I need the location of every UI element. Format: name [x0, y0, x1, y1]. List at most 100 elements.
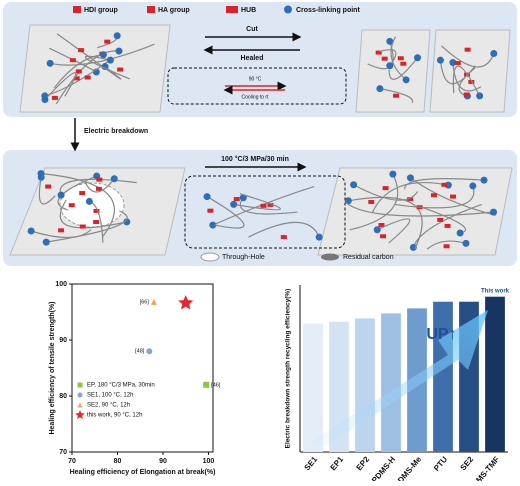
hdi-group — [75, 69, 82, 74]
legend-text: EP, 180 °C/3 MPa, 30min — [87, 383, 155, 389]
crosslink — [41, 95, 49, 103]
crosslink — [456, 229, 464, 237]
hdi-group — [79, 224, 86, 229]
hdi-group — [380, 234, 387, 239]
crosslink — [480, 176, 488, 184]
crosslink — [402, 76, 410, 84]
legend-marker — [77, 392, 83, 398]
crosslink — [469, 182, 477, 190]
crosslink — [113, 32, 121, 40]
crosslink — [27, 227, 35, 235]
carbon-icon — [321, 253, 339, 261]
legend-text: this work, 90 °C, 12h — [87, 413, 142, 419]
legend-marker — [77, 382, 83, 388]
plot-frame — [71, 283, 214, 453]
hdi-group — [407, 197, 414, 202]
point — [150, 298, 157, 305]
hdi-group — [104, 39, 111, 44]
hdi-group — [79, 191, 86, 196]
legend-marker — [77, 402, 83, 408]
chain — [233, 193, 281, 211]
reaction-box — [167, 67, 347, 105]
hdi-group — [78, 48, 85, 53]
x-tick-label: 80 — [114, 458, 122, 465]
hdi-group — [437, 217, 444, 222]
cut-label: Cut — [246, 26, 258, 33]
chain — [353, 184, 419, 201]
crosslink — [110, 175, 118, 183]
hub-icon — [226, 6, 238, 13]
x-tick-label: 70 — [68, 458, 76, 465]
crosslink — [315, 233, 323, 241]
hole-icon — [200, 252, 220, 262]
chain — [348, 196, 423, 250]
y-tick-label: 70 — [59, 449, 67, 456]
hdi-group — [96, 177, 103, 182]
legend-icons — [73, 5, 292, 14]
crosslink-icon — [284, 5, 292, 14]
crosslink — [42, 238, 50, 246]
annotation: [66] — [140, 299, 150, 305]
y-tick-label: 90 — [59, 337, 67, 344]
chain — [56, 33, 122, 80]
annotation: [46] — [211, 382, 221, 388]
hdi-group — [51, 95, 58, 100]
chain — [84, 55, 131, 80]
hdi-group — [382, 186, 389, 191]
chain — [53, 54, 104, 89]
hdi-group — [68, 203, 75, 208]
film — [355, 29, 431, 113]
hdi-group — [450, 194, 457, 199]
highlight-label: This work — [481, 288, 510, 294]
chain — [441, 45, 495, 68]
legend-text: Cross-linking point — [296, 7, 360, 14]
bar — [355, 318, 375, 452]
crosslink — [115, 47, 123, 55]
mechanism-box — [184, 175, 346, 249]
hdi-group — [95, 186, 102, 191]
y-axis-label: Healing efficiency of tensile strength(%… — [49, 301, 56, 434]
crosslink — [123, 218, 131, 226]
condition-label: 100 °C/3 MPa/30 min — [221, 155, 289, 163]
crosslink — [386, 62, 394, 70]
point — [203, 381, 210, 388]
chain — [212, 186, 315, 226]
hdi-group — [464, 47, 471, 52]
hdi-group — [45, 184, 52, 189]
hdi-group — [368, 199, 375, 204]
bar — [303, 323, 323, 452]
chain — [44, 72, 77, 100]
crosslink — [386, 37, 394, 45]
hdi-group — [381, 56, 388, 61]
chain — [426, 240, 467, 250]
crosslink — [230, 200, 238, 208]
crosslink — [376, 85, 384, 93]
crosslink — [406, 174, 414, 182]
crosslink — [99, 51, 107, 59]
hdi-group — [117, 67, 124, 72]
legend-text: SE2, 90 °C, 12h — [87, 403, 130, 409]
chain — [248, 221, 320, 238]
chain — [349, 173, 399, 231]
crosslink — [476, 92, 484, 100]
chain — [379, 88, 414, 104]
hdi-icon — [73, 6, 81, 13]
trend-label: UP↑ — [426, 326, 456, 343]
crosslink — [106, 56, 114, 64]
legend-text: HA group — [158, 7, 190, 14]
chain — [404, 178, 485, 190]
x-tick-label: EP2 — [355, 454, 372, 472]
crosslink — [490, 208, 498, 216]
hdi-group — [468, 79, 475, 84]
y-axis-label: Electric breakdown strength recycling ef… — [285, 289, 292, 449]
bar — [485, 296, 505, 452]
hdi-group — [375, 50, 382, 55]
bar — [433, 301, 453, 452]
x-tick-label: EP1 — [329, 454, 346, 472]
crosslink — [414, 54, 422, 62]
crosslink — [436, 56, 444, 64]
y-tick-label: 80 — [59, 393, 67, 400]
hdi-group — [84, 75, 91, 80]
chain — [412, 203, 482, 248]
